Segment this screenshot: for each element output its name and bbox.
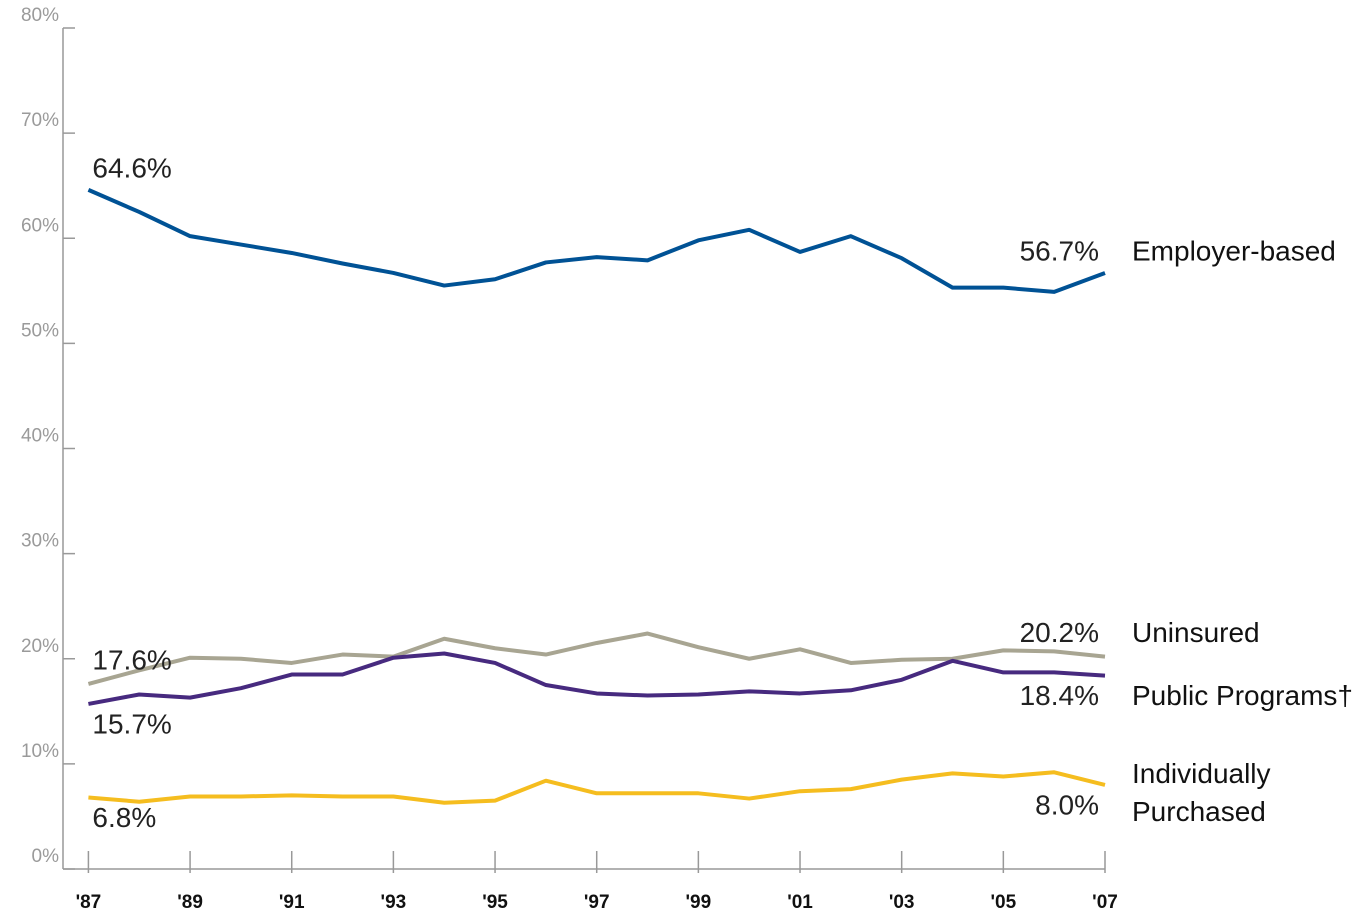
x-tick-label: '07 <box>1092 892 1118 913</box>
x-tick-label: '89 <box>177 892 203 913</box>
y-tick-label: 10% <box>21 741 59 762</box>
series-name: Public Programs† <box>1132 680 1353 711</box>
series-name: Employer-based <box>1132 235 1336 266</box>
value-label: 6.8% <box>92 802 156 833</box>
x-tick-label: '03 <box>889 892 915 913</box>
y-tick-label: 60% <box>21 215 59 236</box>
y-tick-label: 50% <box>21 320 59 341</box>
value-label: 15.7% <box>92 708 171 739</box>
y-tick-label: 80% <box>21 5 59 26</box>
x-tick-label: '05 <box>991 892 1017 913</box>
value-label: 20.2% <box>1020 617 1099 648</box>
series-name: Uninsured <box>1132 617 1260 648</box>
series-line <box>87 631 1106 686</box>
series-line <box>88 651 1106 706</box>
value-label: 64.6% <box>92 152 171 183</box>
y-tick-label: 0% <box>32 846 60 867</box>
series-name: Individually Purchased <box>1132 758 1271 827</box>
y-tick-label: 30% <box>21 531 59 552</box>
x-tick-label: '01 <box>787 892 813 913</box>
x-tick-label: '97 <box>584 892 610 913</box>
series-line <box>87 188 1106 294</box>
x-tick-label: '87 <box>76 892 102 913</box>
series-line <box>88 770 1106 805</box>
value-label: 8.0% <box>1035 789 1099 820</box>
x-tick-label: '91 <box>279 892 305 913</box>
value-label: 18.4% <box>1020 680 1099 711</box>
y-tick-label: 70% <box>21 110 59 131</box>
x-tick-label: '93 <box>381 892 407 913</box>
value-label: 56.7% <box>1020 235 1099 266</box>
y-tick-label: 20% <box>21 636 59 657</box>
value-label: 17.6% <box>92 644 171 675</box>
y-tick-label: 40% <box>21 426 59 447</box>
x-tick-label: '99 <box>686 892 712 913</box>
x-tick-label: '95 <box>482 892 508 913</box>
